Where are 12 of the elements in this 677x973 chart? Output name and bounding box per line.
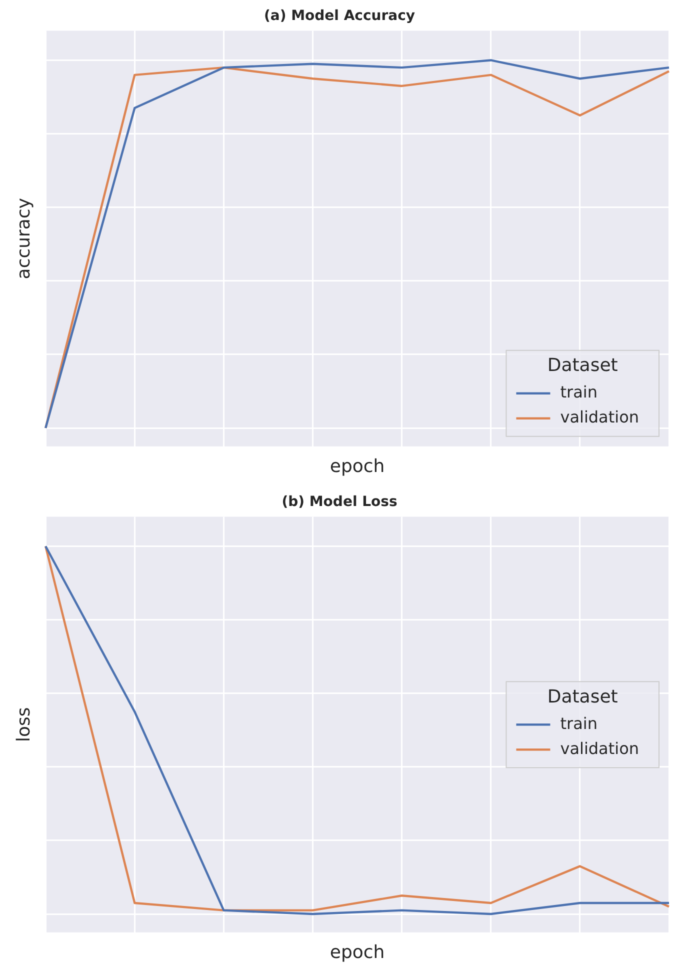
legend-label: validation: [560, 738, 640, 758]
x-axis-title: epoch: [330, 942, 385, 963]
chart-title: (a) Model Accuracy: [264, 8, 416, 24]
legend-label: validation: [560, 408, 640, 427]
y-axis-title: loss: [13, 707, 34, 742]
chart-title: (b) Model Loss: [282, 494, 398, 510]
legend-label: train: [560, 382, 598, 402]
legend-title: Dataset: [547, 355, 618, 376]
legend-title: Dataset: [547, 686, 618, 708]
y-axis-title: accuracy: [13, 198, 34, 280]
x-axis-title: epoch: [330, 456, 385, 477]
legend-label: train: [560, 714, 598, 733]
